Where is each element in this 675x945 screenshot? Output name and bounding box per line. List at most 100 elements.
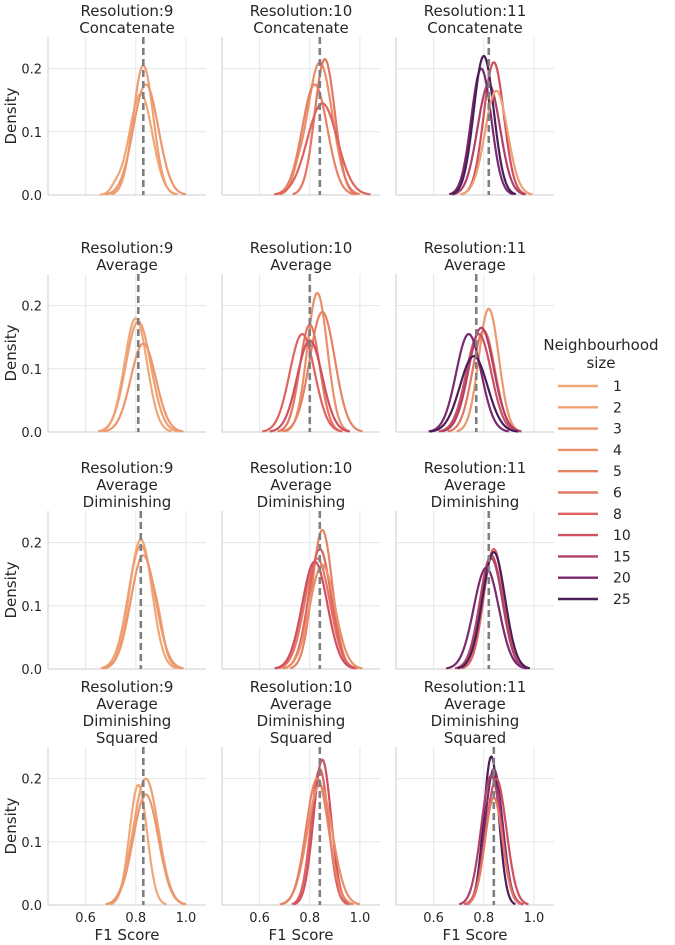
legend-label: 6 (613, 486, 622, 502)
panel-title-line: Concatenate (427, 19, 523, 37)
x-tick-label: 0.6 (75, 911, 96, 926)
panel-title-line: Diminishing (83, 712, 172, 730)
x-axis-label: F1 Score (443, 926, 508, 944)
y-tick-label: 0.2 (21, 300, 42, 315)
panel-title-line: Diminishing (257, 712, 346, 730)
x-tick-label: 1.0 (350, 911, 371, 926)
density-curve-series-20 (445, 566, 527, 670)
density-curve-series-1 (99, 92, 178, 196)
y-tick-label: 0.0 (21, 663, 42, 678)
panel-title-line: Squared (96, 729, 158, 747)
y-tick-label: 0.2 (21, 537, 42, 552)
y-axis-label: Density (2, 87, 20, 144)
legend-label: 20 (613, 571, 631, 587)
density-curve-series-25 (429, 355, 519, 433)
panel-title-line: Average (444, 695, 506, 713)
legend-label: 1 (613, 379, 622, 395)
density-curve-series-10 (274, 560, 356, 670)
panel-title-line: Average (444, 256, 506, 274)
x-tick-label: 0.8 (473, 911, 494, 926)
y-tick-label: 0.1 (21, 600, 42, 615)
panel-title-line: Resolution:11 (424, 459, 527, 477)
panel-title-line: Resolution:10 (250, 678, 353, 696)
density-curve-series-5 (274, 83, 356, 196)
density-curve-series-5 (280, 777, 354, 906)
panel-title-line: Resolution:9 (81, 2, 174, 20)
y-tick-label: 0.0 (21, 426, 42, 441)
y-tick-label: 0.1 (21, 126, 42, 141)
density-curve-series-15 (454, 557, 528, 670)
x-tick-label: 1.0 (524, 911, 545, 926)
density-curve-series-20 (428, 332, 510, 433)
density-curve-series-3 (102, 342, 184, 433)
y-tick-label: 0.1 (21, 363, 42, 378)
x-tick-label: 0.8 (125, 911, 146, 926)
x-tick-label: 0.8 (299, 911, 320, 926)
panel-title-line: Average (96, 476, 158, 494)
x-axis-label: F1 Score (95, 926, 160, 944)
panel-title-line: Resolution:9 (81, 678, 174, 696)
y-tick-label: 0.0 (21, 899, 42, 914)
panel-title-line: Resolution:9 (81, 459, 174, 477)
y-axis-label: Density (2, 797, 20, 854)
legend-title-line: size (586, 354, 615, 372)
panel-title-line: Concatenate (79, 19, 175, 37)
density-curve-series-25 (457, 550, 531, 670)
x-tick-label: 0.6 (423, 911, 444, 926)
panel-title-line: Resolution:9 (81, 239, 174, 257)
density-curve-series-3 (102, 554, 184, 670)
density-curve-series-6 (292, 58, 358, 196)
density-curve-series-8 (274, 102, 371, 196)
x-tick-label: 0.6 (249, 911, 270, 926)
panel-title-line: Squared (444, 729, 506, 747)
panel-title-line: Average (270, 695, 332, 713)
density-curve-series-25 (451, 54, 517, 196)
legend-label: 5 (613, 464, 622, 480)
y-tick-label: 0.2 (21, 63, 42, 78)
density-curve-series-20 (448, 67, 514, 196)
x-tick-label: 1.0 (176, 911, 197, 926)
density-curve-series-4 (284, 291, 350, 433)
facet-panels: Resolution:9Concatenate0.00.10.2DensityR… (2, 2, 554, 944)
panel-title-line: Resolution:10 (250, 459, 353, 477)
panel-title-line: Average (444, 476, 506, 494)
density-curve-series-3 (456, 307, 522, 433)
density-curve-series-3 (105, 83, 187, 196)
density-curve-series-2 (459, 89, 533, 196)
panel-title-line: Diminishing (431, 712, 520, 730)
panel-title-line: Average (270, 476, 332, 494)
panel-title-line: Resolution:11 (424, 2, 527, 20)
panel-title-line: Resolution:11 (424, 678, 527, 696)
density-curve-series-15 (440, 326, 522, 433)
density-curve-series-8 (261, 332, 343, 433)
panel-title-line: Resolution:11 (424, 239, 527, 257)
panel-title-line: Squared (270, 729, 332, 747)
panel-title-line: Average (96, 695, 158, 713)
x-axis-label: F1 Score (269, 926, 334, 944)
legend-label: 3 (613, 422, 622, 438)
legend-label: 8 (613, 507, 622, 523)
panel-title-line: Diminishing (431, 493, 520, 511)
legend-label: 15 (613, 549, 631, 565)
legend-label: 2 (613, 400, 622, 416)
y-axis-label: Density (2, 561, 20, 618)
legend-label: 10 (613, 528, 631, 544)
density-curve-series-3 (105, 793, 187, 906)
panel-title-line: Concatenate (253, 19, 349, 37)
panel-title-line: Diminishing (83, 493, 172, 511)
y-axis-label: Density (2, 324, 20, 381)
density-curve-series-4 (281, 563, 363, 670)
density-curve-series-5 (281, 310, 363, 433)
y-tick-label: 0.0 (21, 189, 42, 204)
y-tick-label: 0.1 (21, 836, 42, 851)
